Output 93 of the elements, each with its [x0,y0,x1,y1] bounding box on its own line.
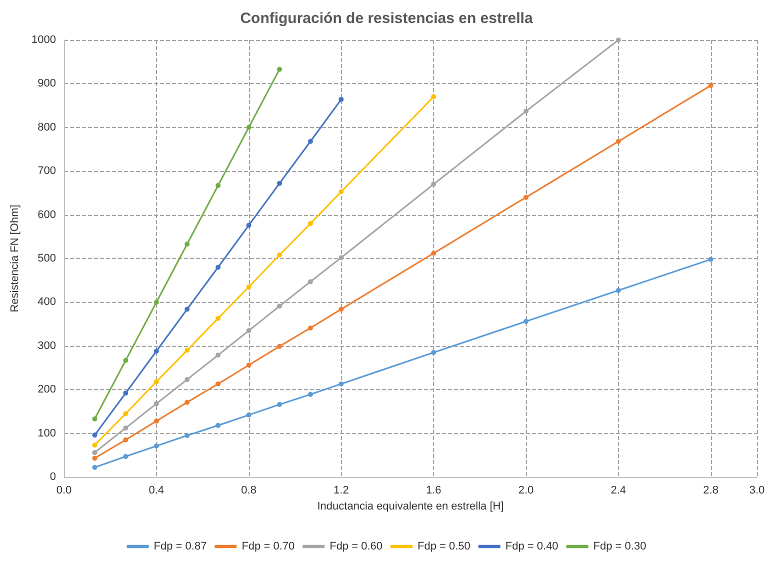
point [431,94,436,100]
point [154,443,159,448]
y-tick-label: 200 [38,384,56,396]
point [616,138,621,144]
point [277,344,282,349]
point [92,432,98,438]
point [246,362,252,368]
y-tick-label: 500 [38,252,56,264]
point [524,108,528,114]
point [154,379,159,384]
point [216,381,221,386]
legend-label: Fdp = 0.70 [242,540,295,552]
legend-label: Fdp = 0.87 [154,540,207,552]
x-tick-label: 3.0 [749,484,765,496]
point [338,189,344,194]
y-tick-label: 900 [38,78,56,90]
y-tick-label: 600 [38,208,56,221]
point [123,454,128,459]
point [216,264,221,270]
point [154,348,159,354]
point [338,255,344,260]
point [246,328,252,334]
point [216,422,221,428]
point [277,252,282,258]
point [184,400,190,405]
y-tick-label: 800 [38,121,56,134]
point [246,412,252,418]
legend-label: Fdp = 0.40 [505,540,558,552]
y-tick-label: 100 [38,427,56,440]
point [308,392,313,397]
y-tick-label: 0 [50,471,56,483]
point [277,304,282,309]
point [154,418,159,424]
point [616,288,621,293]
point [308,138,313,144]
x-tick-label: 2.8 [703,484,718,496]
point [524,194,528,200]
point [123,426,128,431]
point [616,38,621,42]
point [92,450,98,456]
y-tick-label: 300 [38,340,56,352]
x-tick-label: 2.0 [518,484,534,496]
point [277,402,282,407]
point [123,411,128,416]
point [338,381,344,386]
point [431,250,436,256]
point [308,221,313,226]
x-tick-label: 2.4 [610,484,626,496]
y-tick-label: 400 [38,296,56,308]
point [338,96,344,102]
point [216,316,221,321]
point [184,432,190,438]
point [246,124,252,130]
y-tick-label: 1000 [32,34,56,46]
point [338,306,344,312]
point [123,437,128,442]
point [184,306,190,312]
point [184,377,190,382]
y-axis-title: Resistencia FN [Ohm] [9,204,22,312]
point [708,256,714,262]
chart-title: Configuración de resistencias en estrella [240,10,534,27]
point [184,348,190,353]
y-tick-label: 700 [38,165,56,178]
point [92,442,98,448]
x-tick-label: 1.2 [334,484,349,496]
point [92,416,98,422]
point [524,318,528,324]
legend-label: Fdp = 0.30 [593,540,646,552]
point [216,352,221,358]
point [308,279,313,284]
point [277,66,282,72]
point [277,180,282,186]
point [154,401,159,406]
point [92,464,98,470]
point [246,284,252,290]
x-tick-label: 0.4 [148,484,164,496]
point [216,183,221,188]
point [708,82,714,88]
point [123,390,128,396]
legend-label: Fdp = 0.50 [418,540,470,552]
point [154,300,159,305]
point [246,222,252,228]
point [431,350,436,355]
x-axis-title: Inductancia equivalente en estrella [H] [317,500,504,512]
point [92,456,98,461]
point [431,182,436,187]
point [308,325,313,330]
x-tick-label: 1.6 [426,484,442,496]
point [184,242,190,247]
legend-label: Fdp = 0.60 [330,540,383,552]
x-tick-label: 0.0 [56,484,72,496]
point [123,358,128,363]
x-tick-label: 0.8 [241,484,256,496]
